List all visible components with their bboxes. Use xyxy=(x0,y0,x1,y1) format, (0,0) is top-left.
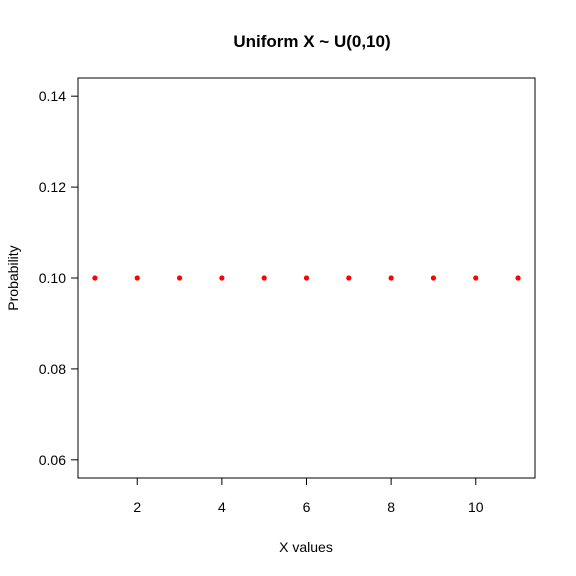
data-point xyxy=(388,275,394,281)
data-point xyxy=(134,275,140,281)
x-axis-label: X values xyxy=(279,539,333,555)
data-point xyxy=(219,275,225,281)
data-points xyxy=(92,275,521,281)
data-point xyxy=(92,275,98,281)
data-point xyxy=(176,275,183,281)
data-point xyxy=(515,275,521,281)
data-point xyxy=(303,275,310,281)
chart-title: Uniform X ~ U(0,10) xyxy=(233,32,390,51)
data-point xyxy=(473,275,479,281)
y-tick-label: 0.08 xyxy=(39,361,66,377)
y-axis-label: Probability xyxy=(5,245,21,310)
x-tick-label: 8 xyxy=(387,499,395,515)
data-point xyxy=(261,275,267,281)
data-point xyxy=(346,275,352,281)
y-tick-label: 0.14 xyxy=(39,88,66,104)
x-tick-label: 2 xyxy=(133,499,141,515)
x-axis: 2 4 6 8 10 xyxy=(133,478,484,515)
y-axis: 0.06 0.08 0.10 0.12 0.14 xyxy=(39,88,78,468)
y-tick-label: 0.10 xyxy=(39,270,66,286)
y-tick-label: 0.12 xyxy=(39,179,66,195)
x-tick-label: 4 xyxy=(218,499,226,515)
y-tick-label: 0.06 xyxy=(39,452,66,468)
data-point xyxy=(430,275,437,281)
x-tick-label: 6 xyxy=(303,499,311,515)
x-tick-label: 10 xyxy=(468,499,484,515)
